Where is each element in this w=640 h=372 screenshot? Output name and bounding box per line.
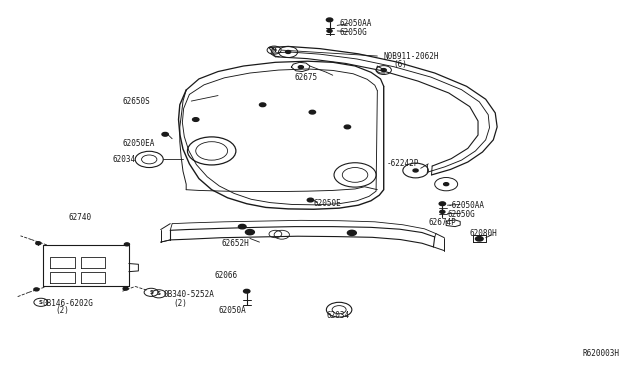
Text: R620003H: R620003H xyxy=(582,350,620,359)
Circle shape xyxy=(326,18,333,22)
Circle shape xyxy=(413,169,418,172)
Text: 62740: 62740 xyxy=(68,213,92,222)
Text: 0B340-5252A: 0B340-5252A xyxy=(164,291,215,299)
Circle shape xyxy=(285,51,291,54)
Text: 62050A: 62050A xyxy=(218,306,246,315)
Text: N0B911-2062H: N0B911-2062H xyxy=(384,52,439,61)
Circle shape xyxy=(307,198,314,202)
Text: 62675: 62675 xyxy=(294,73,317,81)
Circle shape xyxy=(244,289,250,293)
Text: (2): (2) xyxy=(56,306,69,315)
Text: N: N xyxy=(272,48,276,52)
Circle shape xyxy=(439,202,445,206)
Circle shape xyxy=(36,242,41,245)
Circle shape xyxy=(298,65,303,68)
Circle shape xyxy=(259,103,266,107)
Text: -62242P: -62242P xyxy=(387,159,419,169)
Circle shape xyxy=(381,68,387,71)
Circle shape xyxy=(239,224,246,229)
Text: 62050AA: 62050AA xyxy=(339,19,371,28)
Text: 62034: 62034 xyxy=(326,311,349,320)
Text: 62050G: 62050G xyxy=(447,209,475,219)
Text: S: S xyxy=(149,290,153,295)
Text: -62050AA: -62050AA xyxy=(447,201,484,210)
Circle shape xyxy=(123,287,128,290)
Circle shape xyxy=(327,29,332,32)
Circle shape xyxy=(193,118,199,121)
Text: (2): (2) xyxy=(173,299,188,308)
Circle shape xyxy=(440,211,445,213)
Text: 62674P: 62674P xyxy=(428,218,456,227)
Text: 62080H: 62080H xyxy=(470,230,497,238)
Circle shape xyxy=(476,237,483,241)
Text: S: S xyxy=(157,291,161,296)
Text: 62066: 62066 xyxy=(215,271,238,280)
Text: S: S xyxy=(39,300,43,305)
Circle shape xyxy=(246,230,254,235)
Circle shape xyxy=(309,110,316,114)
Text: 62652H: 62652H xyxy=(221,239,249,248)
Text: 62034: 62034 xyxy=(113,155,136,164)
Text: 0B146-6202G: 0B146-6202G xyxy=(43,299,93,308)
Text: 62050E: 62050E xyxy=(314,199,341,208)
Text: (6): (6) xyxy=(394,60,407,70)
Text: 62050G: 62050G xyxy=(339,28,367,37)
Circle shape xyxy=(344,125,351,129)
Circle shape xyxy=(444,183,449,186)
Circle shape xyxy=(162,132,168,136)
Text: 62050EA: 62050EA xyxy=(122,139,155,148)
Circle shape xyxy=(124,243,129,246)
Circle shape xyxy=(34,288,39,291)
Text: 62650S: 62650S xyxy=(122,97,150,106)
Circle shape xyxy=(348,230,356,235)
